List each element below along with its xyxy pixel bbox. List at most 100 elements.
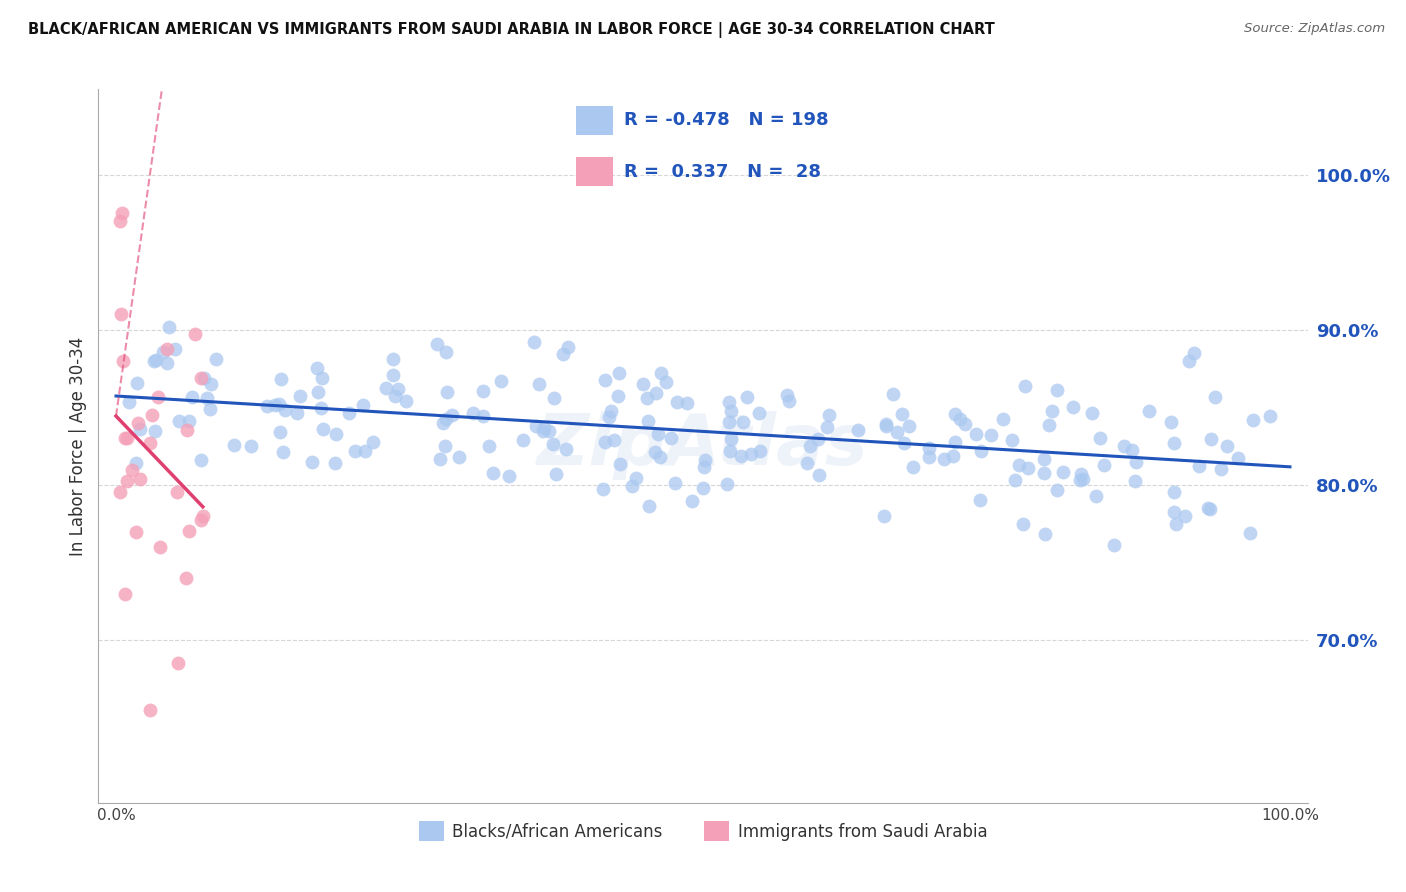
Point [1042, 404, 1064, 418]
Point [655, 376, 678, 390]
Point [1239, 526, 1261, 541]
Point [1164, 516, 1187, 531]
Point [609, 457, 631, 471]
Point [436, 385, 458, 400]
Point [965, 426, 987, 441]
Point [125, 524, 148, 539]
Point [127, 376, 149, 390]
Point [1004, 473, 1026, 487]
Point [593, 374, 616, 388]
Point [180, 390, 202, 404]
Point [307, 360, 329, 375]
Point [807, 467, 830, 482]
Point [114, 587, 136, 601]
Point [472, 409, 495, 423]
Point [1174, 508, 1197, 523]
Point [693, 459, 716, 474]
Bar [576, 106, 613, 135]
Point [1033, 452, 1056, 467]
Point [184, 326, 207, 341]
Point [449, 450, 471, 464]
Point [1160, 415, 1182, 429]
Point [598, 409, 620, 424]
Legend: Blacks/African Americans, Immigrants from Saudi Arabia: Blacks/African Americans, Immigrants fro… [412, 814, 994, 848]
Point [463, 406, 485, 420]
Point [115, 431, 138, 445]
Point [1188, 459, 1211, 474]
Point [121, 463, 143, 477]
Point [1046, 483, 1069, 497]
Point [489, 375, 512, 389]
Point [886, 425, 908, 440]
Point [717, 415, 740, 429]
Point [1137, 404, 1160, 418]
Point [381, 368, 404, 382]
Point [426, 336, 449, 351]
Point [633, 376, 655, 391]
Point [659, 431, 682, 445]
Point [1017, 461, 1039, 475]
Point [288, 389, 311, 403]
Point [991, 412, 1014, 426]
Point [720, 403, 742, 417]
Point [197, 391, 219, 405]
Point [301, 454, 323, 468]
Point [1209, 462, 1232, 476]
Point [980, 428, 1002, 442]
Point [193, 370, 215, 384]
Point [110, 307, 132, 321]
Point [111, 206, 134, 220]
Point [531, 424, 554, 438]
Point [264, 398, 287, 412]
Point [190, 513, 212, 527]
Point [621, 479, 644, 493]
Point [478, 439, 501, 453]
Point [637, 500, 659, 514]
Point [1012, 517, 1035, 532]
Point [551, 347, 574, 361]
Point [592, 482, 614, 496]
Point [191, 508, 214, 523]
Point [1204, 390, 1226, 404]
Point [636, 392, 658, 406]
Point [387, 383, 409, 397]
Point [882, 387, 904, 401]
Point [337, 406, 360, 420]
Point [239, 439, 262, 453]
Point [152, 345, 174, 359]
Point [381, 351, 404, 366]
Point [1163, 436, 1185, 450]
Point [141, 408, 163, 422]
Point [395, 393, 418, 408]
Point [602, 433, 624, 447]
Point [524, 419, 547, 434]
Point [118, 394, 141, 409]
Point [650, 366, 672, 380]
Point [112, 353, 135, 368]
Point [143, 354, 166, 368]
Point [498, 469, 520, 483]
Point [1052, 465, 1074, 479]
Point [664, 476, 686, 491]
Point [285, 406, 308, 420]
Point [943, 434, 966, 449]
Point [1163, 505, 1185, 519]
Point [127, 416, 149, 430]
Point [1182, 346, 1205, 360]
Text: R = -0.478   N = 198: R = -0.478 N = 198 [624, 112, 830, 129]
Point [434, 412, 457, 426]
Text: R =  0.337   N =  28: R = 0.337 N = 28 [624, 162, 821, 180]
Point [270, 372, 292, 386]
Point [145, 353, 167, 368]
Point [637, 413, 659, 427]
Point [108, 214, 131, 228]
Point [740, 447, 762, 461]
Point [222, 438, 245, 452]
Point [527, 376, 550, 391]
Point [198, 402, 221, 417]
Point [735, 390, 758, 404]
Point [143, 425, 166, 439]
Point [593, 435, 616, 450]
Point [1216, 439, 1239, 453]
Point [311, 401, 333, 416]
